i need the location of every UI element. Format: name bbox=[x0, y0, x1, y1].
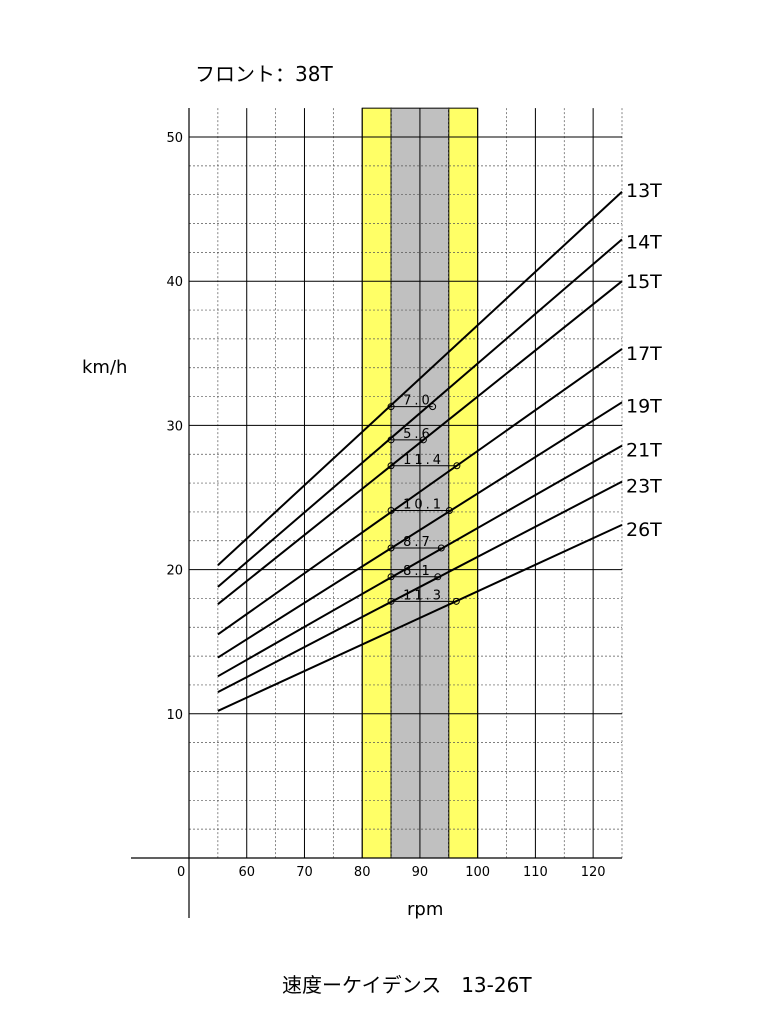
chart-title: 速度ーケイデンス 13-26T bbox=[282, 973, 532, 997]
gear-label: 15T bbox=[626, 271, 662, 293]
x-tick-label: 80 bbox=[354, 865, 371, 880]
x-tick-label: 110 bbox=[523, 865, 548, 880]
shift-step-label: 5.6 bbox=[403, 427, 433, 442]
gear-label: 14T bbox=[626, 231, 662, 253]
front-chainring-label: フロント：38T bbox=[195, 62, 333, 86]
shift-step-point bbox=[387, 436, 395, 444]
y-tick-label: 40 bbox=[166, 275, 183, 290]
series-line bbox=[217, 480, 623, 694]
x-tick-label: 60 bbox=[238, 865, 255, 880]
y-axis-label: km/h bbox=[82, 357, 127, 378]
shift-step-label: 8.1 bbox=[403, 564, 433, 579]
series-line bbox=[217, 280, 623, 605]
shift-steps: 7.0 5.6 11.4 10.1 8.7 8.1 11.3 bbox=[387, 394, 461, 605]
axes bbox=[131, 108, 622, 918]
shift-step-point bbox=[387, 403, 395, 411]
x-tick-label: 90 bbox=[412, 865, 429, 880]
series-line bbox=[217, 401, 623, 659]
shift-step-label: 8.7 bbox=[403, 535, 433, 550]
gear-series bbox=[217, 191, 623, 712]
gear-label: 26T bbox=[626, 519, 662, 541]
series-line bbox=[217, 191, 623, 567]
shift-step-point bbox=[387, 506, 395, 514]
shift-step-label: 11.3 bbox=[403, 588, 444, 603]
series-line bbox=[217, 444, 623, 678]
shift-step-label: 10.1 bbox=[403, 497, 444, 512]
series-line bbox=[217, 238, 623, 588]
shift-step-point bbox=[429, 403, 437, 411]
tick-labels: 10 20 30 40 50 60 70 80 90 100 110 120 bbox=[166, 131, 605, 880]
y-tick-label: 50 bbox=[166, 131, 183, 146]
gear-label: 13T bbox=[626, 180, 662, 202]
shift-step-point bbox=[434, 573, 442, 581]
x-tick-label: 120 bbox=[581, 865, 606, 880]
shift-step-point bbox=[387, 544, 395, 552]
gear-label: 17T bbox=[626, 343, 662, 365]
gear-label: 23T bbox=[626, 476, 662, 498]
shift-step-point bbox=[387, 573, 395, 581]
shift-step-point bbox=[452, 597, 460, 605]
shift-step-point bbox=[453, 462, 461, 470]
x-tick-label: 70 bbox=[296, 865, 313, 880]
series-line bbox=[217, 523, 623, 712]
shift-step-label: 11.4 bbox=[403, 453, 444, 468]
gear-labels: 13T 14T 15T 17T 19T 21T 23T 26T bbox=[626, 180, 662, 541]
y-tick-label: 30 bbox=[166, 419, 183, 434]
gear-label: 19T bbox=[626, 395, 662, 417]
origin-label: 0 bbox=[177, 865, 185, 880]
series-line bbox=[217, 348, 623, 636]
shift-step-point bbox=[419, 436, 427, 444]
y-tick-label: 20 bbox=[166, 564, 183, 579]
shift-step-point bbox=[437, 544, 445, 552]
x-axis-label: rpm bbox=[407, 899, 443, 920]
shift-step-point bbox=[387, 462, 395, 470]
y-tick-label: 10 bbox=[166, 708, 183, 723]
shift-step-point bbox=[387, 597, 395, 605]
shift-step-label: 7.0 bbox=[403, 394, 433, 409]
shift-step-point bbox=[445, 506, 453, 514]
x-tick-label: 100 bbox=[465, 865, 490, 880]
gear-label: 21T bbox=[626, 440, 662, 462]
